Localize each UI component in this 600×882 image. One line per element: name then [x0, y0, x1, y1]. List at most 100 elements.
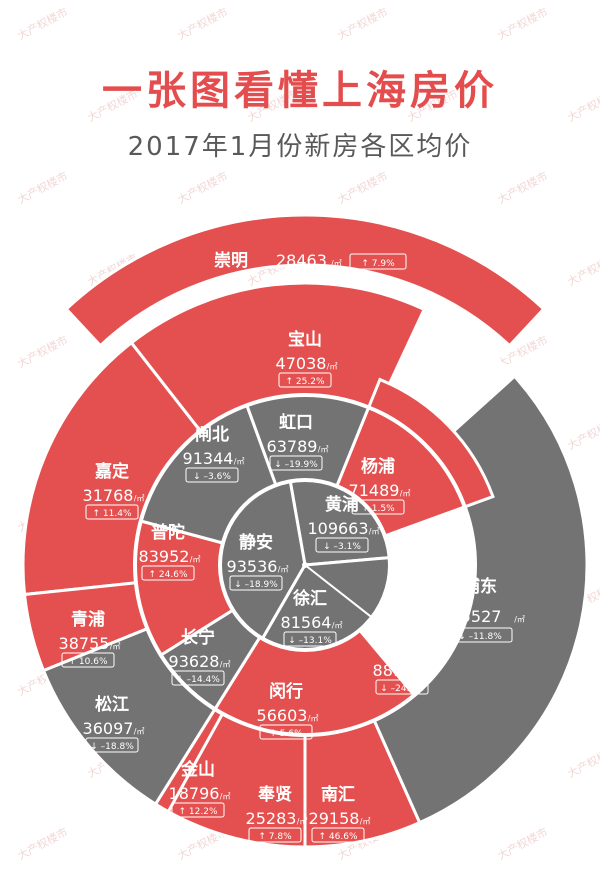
district-price: 91344 [183, 449, 234, 468]
district-name: 闵行 [269, 681, 303, 702]
district-name: 长宁 [181, 627, 215, 648]
watermark-text: 大产权楼市 [565, 742, 600, 780]
district-静安-label: 静安 93536/㎡↓ –18.9% [227, 532, 289, 591]
district-南汇-label: 南汇 29158/㎡↑ 46.6% [309, 784, 371, 843]
change-box [185, 467, 239, 483]
change-box [315, 537, 369, 553]
district-name: 卢湾 [385, 636, 419, 657]
district-change: ↓ –3.1% [323, 542, 361, 552]
district-name: 静安 [239, 532, 273, 553]
district-price: 28463 [276, 251, 327, 270]
district-change: ↓ –13.1% [288, 636, 332, 646]
district-黄浦-label: 黄浦 109663/㎡ ↓ –3.1% [307, 494, 380, 553]
district-price: 81564 [281, 613, 332, 632]
district-price: 18796 [169, 784, 220, 803]
district-name: 青浦 [71, 609, 105, 630]
price-unit: /㎡ [318, 445, 329, 454]
district-change: ↓ –18.8% [90, 742, 134, 752]
district-change: ↑ 1.5% [361, 504, 395, 514]
district-change: ↑ 5.6% [269, 729, 303, 739]
change-box [259, 724, 313, 740]
district-price: 93536 [227, 557, 278, 576]
price-unit: /㎡ [278, 565, 289, 574]
change-box [447, 627, 513, 643]
watermark-text: 大产权楼市 [175, 168, 230, 206]
watermark-text: 大产权楼市 [565, 414, 600, 452]
watermark-text: 大产权楼市 [175, 4, 230, 42]
district-金山-label: 金山 18796/㎡↑ 12.2% [169, 759, 231, 818]
district-青浦-label: 青浦 38755/㎡↑ 10.6% [59, 609, 121, 668]
district-崇明-segment [64, 213, 546, 348]
change-box [171, 670, 225, 686]
district-name: 崇明 [214, 251, 248, 271]
district-price: 38755 [59, 634, 110, 653]
district-奉贤-label: 奉贤 25283/㎡ ↑ 7.8% [246, 784, 308, 843]
district-change: ↓ –11.8% [458, 632, 502, 642]
luwan-pointer [304, 564, 392, 634]
price-unit: /㎡ [234, 457, 245, 466]
price-unit: /㎡ [134, 727, 145, 736]
price-unit: /㎡ [110, 642, 121, 651]
district-name: 嘉定 [94, 461, 129, 482]
price-unit: /㎡ [220, 792, 231, 801]
district-change: ↑ 7.9% [361, 259, 395, 269]
district-name: 闸北 [195, 424, 229, 445]
district-change: ↑ 10.6% [69, 657, 108, 667]
district-price: 88117 [373, 661, 424, 680]
district-name: 松江 [95, 694, 129, 715]
change-box [349, 253, 407, 270]
price-unit: /㎡ [360, 817, 371, 826]
district-price: 56603 [257, 706, 308, 725]
watermark-text: 大产权楼市 [335, 4, 390, 42]
watermark-text: 大产权楼市 [15, 332, 70, 370]
district-闵行-label: 闵行 56603/㎡ ↑ 5.6% [257, 681, 319, 740]
change-box [278, 372, 332, 388]
district-name: 奉贤 [257, 784, 292, 805]
district-price: 47038 [276, 354, 327, 373]
change-box [283, 631, 337, 647]
price-unit: /㎡ [424, 669, 435, 678]
watermark-text: 大产权楼市 [565, 250, 600, 288]
ring-divider [133, 393, 477, 737]
luwan-pointer-line [304, 564, 389, 631]
district-change: ↓ –14.4% [176, 675, 220, 685]
change-box [85, 737, 139, 753]
price-unit: /㎡ [134, 494, 145, 503]
price-unit: /㎡ [331, 259, 342, 268]
change-box [171, 802, 225, 818]
district-price: 29158 [309, 809, 360, 828]
price-unit: /㎡ [327, 362, 338, 371]
district-price: 71489 [349, 481, 400, 500]
watermark-text: 大产权楼市 [15, 168, 70, 206]
price-unit: /㎡ [369, 527, 380, 536]
price-unit: /㎡ [400, 489, 411, 498]
price-unit: /㎡ [332, 621, 343, 630]
change-box [311, 827, 365, 843]
watermark-text: 大产权楼市 [15, 4, 70, 42]
change-box [85, 504, 139, 520]
district-name: 普陀 [151, 522, 185, 543]
watermark-text: 大产权楼市 [495, 4, 550, 42]
page-subtitle: 2017年1月份新房各区均价 [127, 132, 473, 162]
district-杨浦-label: 杨浦 71489/㎡ ↑ 1.5% [349, 456, 411, 515]
district-change: ↓ –24.1% [380, 684, 424, 694]
price-unit: /㎡ [220, 660, 231, 669]
district-name: 金山 [180, 759, 215, 780]
district-price: 65527 [451, 607, 502, 626]
district-change: ↓ –19.9% [274, 460, 318, 470]
change-box [269, 455, 323, 471]
watermark-text: 大产权楼市 [495, 168, 550, 206]
district-嘉定-label: 嘉定 31768/㎡↑ 11.4% [83, 461, 145, 520]
change-box [229, 575, 283, 591]
luwan-pointer-arrow [380, 622, 392, 634]
district-price: 36097 [83, 719, 134, 738]
district-price: 93628 [169, 652, 220, 671]
district-崇明-label: 崇明 28463 /㎡ ↑ 7.9% [214, 251, 407, 271]
chart-segments [21, 213, 589, 849]
district-宝山-label: 宝山 47038/㎡↑ 25.2% [276, 329, 338, 388]
district-松江-label: 松江 36097/㎡↓ –18.8% [83, 694, 145, 753]
district-name: 徐汇 [292, 588, 327, 609]
